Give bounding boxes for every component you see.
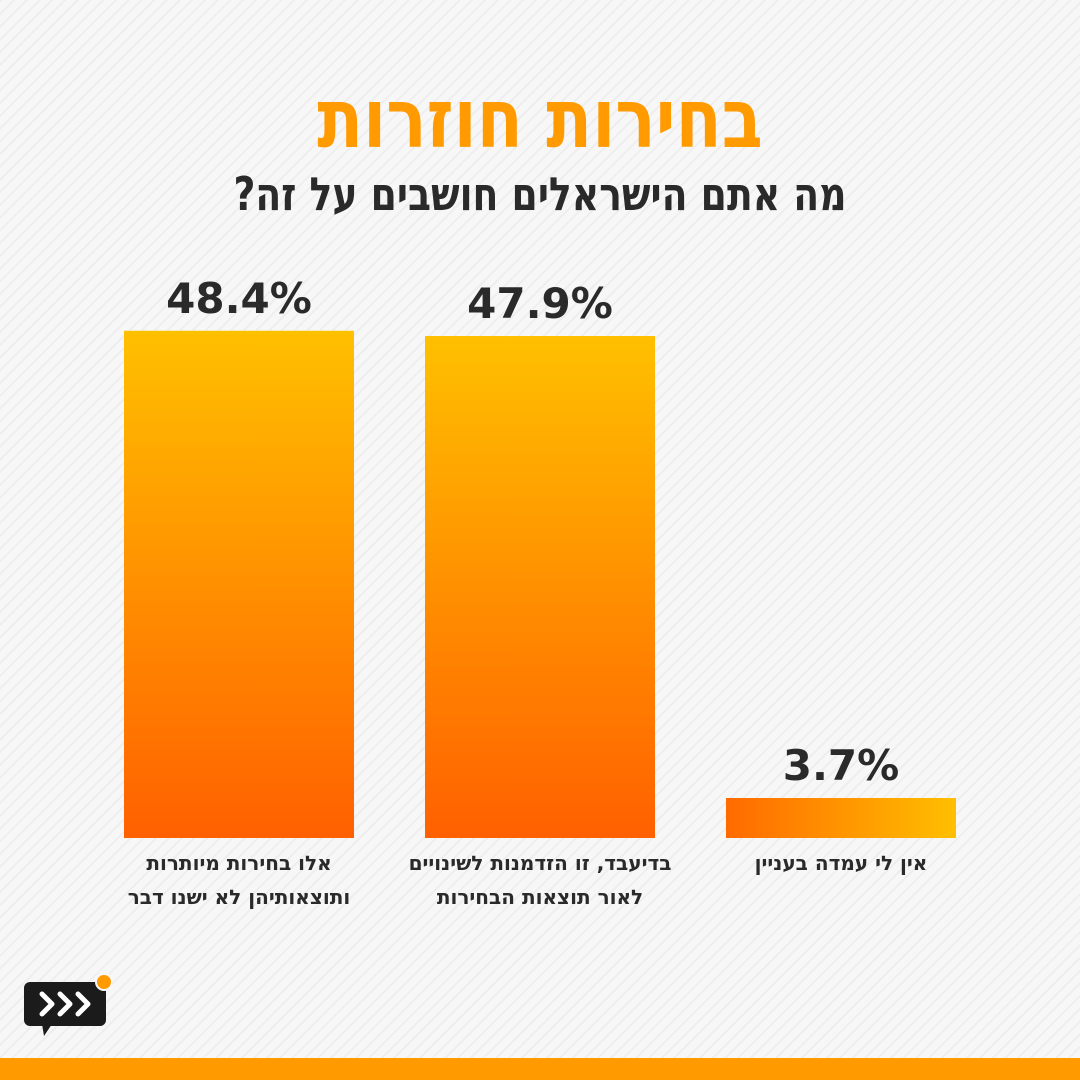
category-label-1-line-1: אלו בחירות מיותרות <box>146 851 331 875</box>
category-label-2-line-2: לאור תוצאות הבחירות <box>437 885 643 909</box>
category-label-1-line-2: ותוצאותיהן לא ישנו דבר <box>128 885 351 909</box>
page-subtitle: מה אתם הישראלים חושבים על זה? <box>233 167 847 221</box>
bar-3 <box>726 798 956 838</box>
bar-chart: 48.4% אלו בחירות מיותרות ותוצאותיהן לא ישנ… <box>124 274 956 909</box>
bottom-accent-strip <box>0 1058 1080 1080</box>
category-label-2-line-1: בדיעבד, זו הזדמנות לשינויים <box>409 851 672 875</box>
forward-arrows-chat-icon <box>24 973 112 1036</box>
value-label-1: 48.4% <box>166 274 312 323</box>
category-label-3-line-1: אין לי עמדה בעניין <box>755 851 928 875</box>
value-label-3: 3.7% <box>783 741 899 790</box>
value-label-2: 47.9% <box>467 279 613 328</box>
bar-2 <box>425 336 655 838</box>
bar-1 <box>124 330 354 838</box>
page-title: בחירות חוזרות <box>317 72 763 167</box>
